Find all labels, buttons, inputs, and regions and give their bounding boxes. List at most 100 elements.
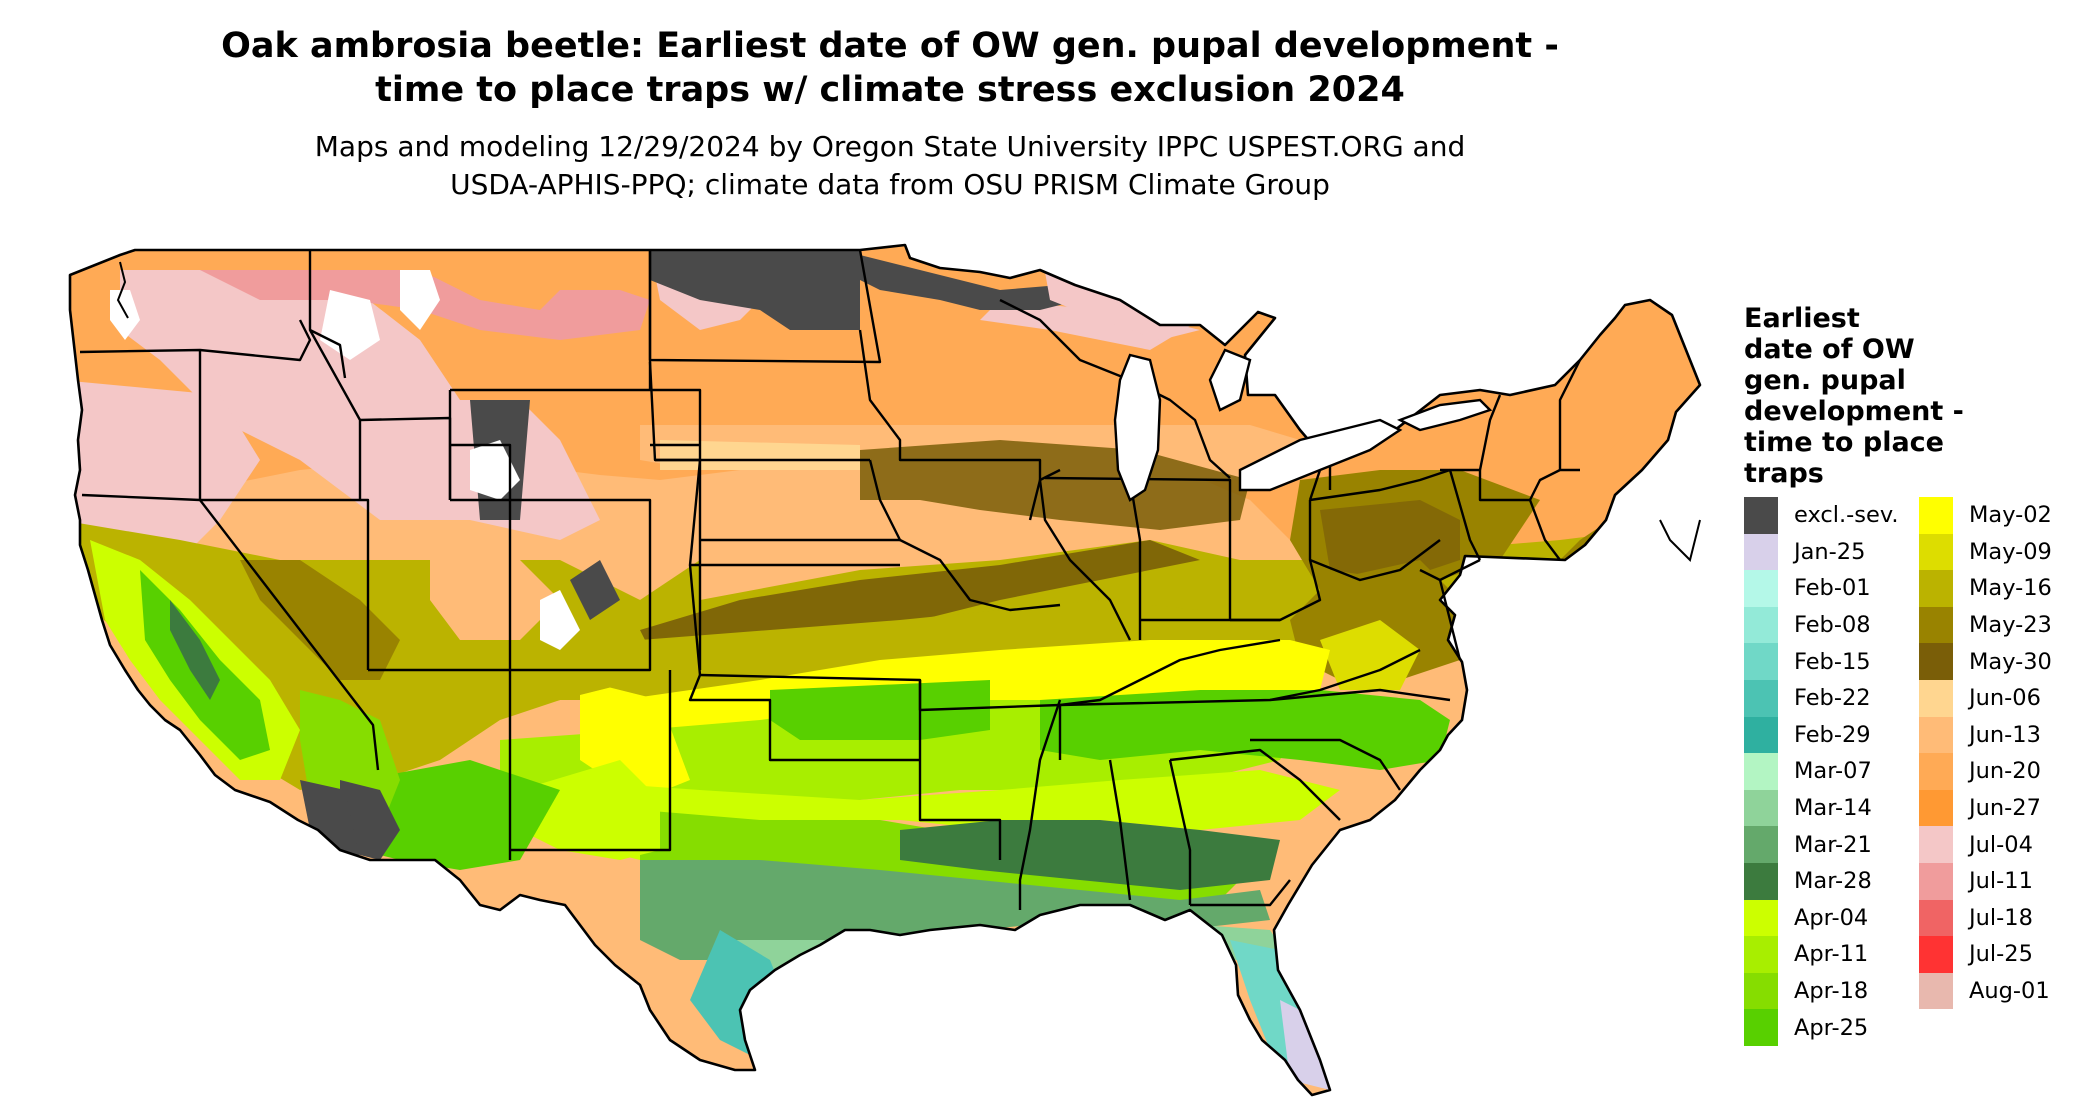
legend-label: May-09: [1969, 538, 2052, 565]
legend-swatch: [1744, 862, 1778, 900]
legend-swatch: [1744, 643, 1778, 680]
legend-item: Jul-11: [1919, 862, 2052, 900]
legend-swatch: [1919, 497, 1953, 534]
legend-item: Jul-25: [1919, 936, 2052, 973]
map-title-line-1: Oak ambrosia beetle: Earliest date of OW…: [221, 26, 1559, 66]
legend-swatch: [1744, 606, 1778, 644]
legend-item: Mar-21: [1744, 826, 1899, 863]
legend-label: Jul-18: [1969, 904, 2033, 931]
legend-swatch: [1919, 862, 1953, 900]
legend-item: Jan-25: [1744, 533, 1899, 571]
legend-item: Apr-11: [1744, 936, 1899, 973]
legend-label: Jul-25: [1969, 941, 2033, 968]
legend-title-line: time to place: [1744, 427, 1944, 458]
legend-item: Feb-01: [1744, 570, 1899, 607]
legend-column-1: excl.-sev. Jan-25 Feb-01 Feb-08 Feb-15 Feb-22…: [1744, 497, 1899, 1046]
legend-item: May-02: [1919, 497, 2052, 534]
legend-label: May-02: [1969, 502, 2052, 529]
legend-swatch: [1919, 936, 1953, 973]
legend-label: Jan-25: [1794, 538, 1866, 565]
legend-swatch: [1919, 789, 1953, 827]
legend-item: Jun-13: [1919, 716, 2052, 754]
legend-label: Jun-06: [1969, 685, 2041, 712]
legend-title-line: gen. pupal: [1744, 365, 1906, 396]
legend-swatch: [1919, 679, 1953, 717]
legend-item: Apr-18: [1744, 972, 1899, 1010]
legend-item: Feb-22: [1744, 679, 1899, 717]
legend-item: Jun-20: [1919, 753, 2052, 790]
legend-item: Apr-04: [1744, 899, 1899, 937]
legend-label: May-16: [1969, 575, 2052, 602]
legend-swatch: [1919, 826, 1953, 863]
legend-swatch: [1744, 570, 1778, 607]
legend-swatch: [1919, 570, 1953, 607]
legend-label: Feb-22: [1794, 685, 1871, 712]
legend-label: Mar-07: [1794, 758, 1872, 785]
legend-item: May-16: [1919, 570, 2052, 607]
legend-label: Jun-20: [1969, 758, 2041, 785]
legend-item: Jun-27: [1919, 789, 2052, 827]
puget-sound-detail: [116, 261, 1701, 562]
legend-swatch: [1744, 936, 1778, 973]
legend-swatch: [1744, 1009, 1778, 1046]
map-title-line-2: time to place traps w/ climate stress ex…: [375, 70, 1405, 110]
map-subtitle-line-2: USDA-APHIS-PPQ; climate data from OSU PR…: [450, 168, 1330, 201]
legend-item: Mar-28: [1744, 862, 1899, 900]
legend-label: Apr-11: [1794, 941, 1869, 968]
legend-swatch: [1919, 643, 1953, 680]
legend-item: excl.-sev.: [1744, 497, 1899, 534]
legend-label: Apr-18: [1794, 978, 1869, 1005]
legend-swatch: [1744, 826, 1778, 863]
legend-label: Mar-14: [1794, 795, 1872, 822]
legend-label: Jul-04: [1969, 831, 2033, 858]
legend-item: May-30: [1919, 643, 2052, 680]
legend-label: Apr-04: [1794, 904, 1869, 931]
legend-label: Feb-01: [1794, 575, 1871, 602]
legend-item: Mar-07: [1744, 753, 1899, 790]
legend-swatch: [1919, 753, 1953, 790]
great-lakes: [1113, 348, 1493, 502]
legend-swatch: [1744, 497, 1778, 534]
legend-title-line: Earliest: [1744, 303, 1860, 334]
legend-label: Jun-27: [1969, 795, 2041, 822]
legend-title-line: traps: [1744, 458, 1824, 489]
legend-item: Aug-01: [1919, 972, 2052, 1010]
legend-item: Jul-04: [1919, 826, 2052, 863]
legend-label: Jun-13: [1969, 721, 2041, 748]
legend-item: Jun-06: [1919, 679, 2052, 717]
legend-column-2: May-02 May-09 May-16 May-23 May-30 Jun-06 Jun-…: [1919, 497, 2052, 1010]
legend-swatch: [1919, 972, 1953, 1010]
legend-swatch: [1919, 533, 1953, 571]
us-outline: [68, 243, 1702, 1097]
legend-item: May-23: [1919, 606, 2052, 644]
legend-label: Aug-01: [1969, 978, 2050, 1005]
legend-item: Apr-25: [1744, 1009, 1899, 1046]
legend-swatch: [1744, 789, 1778, 827]
map-fill: [70, 245, 1700, 1095]
legend-item: Feb-29: [1744, 716, 1899, 754]
legend-item: Feb-15: [1744, 643, 1899, 680]
legend-item: Jul-18: [1919, 899, 2052, 937]
legend-label: May-23: [1969, 612, 2052, 639]
legend-item: Mar-14: [1744, 789, 1899, 827]
legend-swatch: [1744, 899, 1778, 937]
state-borders: [79, 249, 1582, 910]
legend-swatch: [1744, 716, 1778, 754]
legend-item: Feb-08: [1744, 606, 1899, 644]
map-subtitle: Maps and modeling 12/29/2024 by Oregon S…: [0, 128, 1780, 204]
legend-swatch: [1744, 679, 1778, 717]
legend-swatch: [1919, 899, 1953, 937]
legend-swatch: [1744, 753, 1778, 790]
us-phenology-map: [68, 243, 1702, 1097]
map-title: Oak ambrosia beetle: Earliest date of OW…: [0, 24, 1780, 112]
legend-label: Feb-08: [1794, 612, 1871, 639]
legend-label: Feb-29: [1794, 721, 1871, 748]
legend-label: May-30: [1969, 648, 2052, 675]
map-subtitle-line-1: Maps and modeling 12/29/2024 by Oregon S…: [314, 130, 1466, 163]
legend-title-line: development -: [1744, 396, 1964, 427]
legend-swatch: [1919, 606, 1953, 644]
legend-item: May-09: [1919, 533, 2052, 571]
legend-swatch: [1744, 972, 1778, 1010]
legend-label: Mar-21: [1794, 831, 1872, 858]
legend-title-line: date of OW: [1744, 334, 1915, 365]
